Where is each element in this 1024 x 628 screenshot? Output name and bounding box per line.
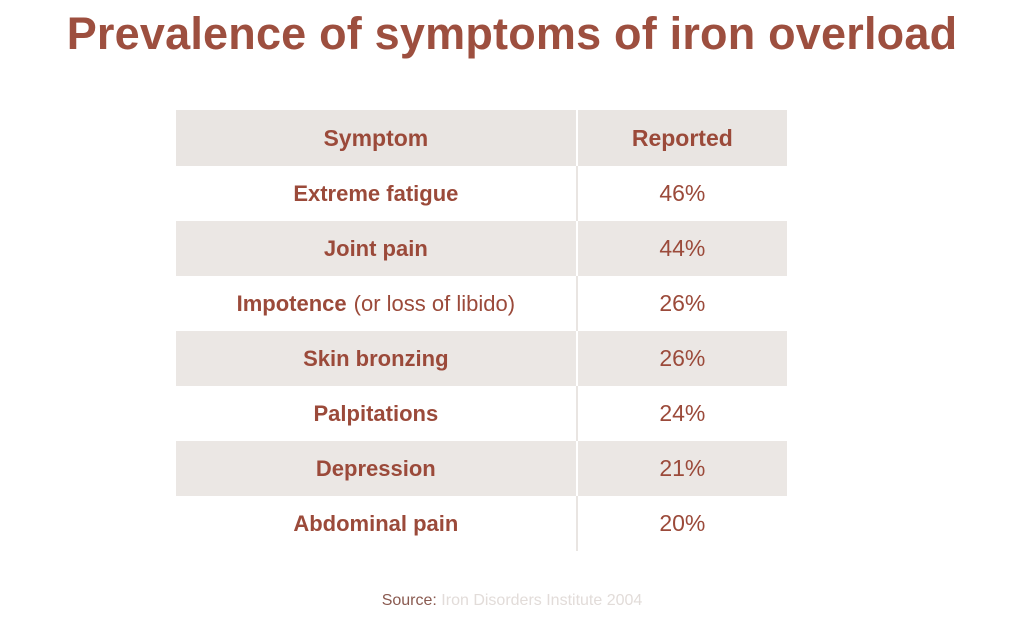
reported-cell: 46%: [575, 166, 787, 221]
table-row: Extreme fatigue 46%: [176, 166, 787, 221]
reported-cell: 24%: [575, 386, 787, 441]
table-row: Depression 21%: [176, 441, 787, 496]
symptom: Skin bronzing: [303, 345, 449, 371]
title: Prevalence of symptoms of iron overload: [66, 8, 958, 59]
source: Source: Iron Disorders Institute 2004: [0, 592, 1024, 610]
symptom: Palpitations: [313, 400, 439, 426]
header-row: Symptom Reported: [176, 110, 787, 166]
reported-cell: 26%: [575, 276, 787, 331]
reported-cell: 26%: [575, 331, 787, 386]
source-label: Source:: [381, 592, 437, 609]
table-row: Impotence (or loss of libido) 26%: [176, 276, 787, 331]
symptom-cell: Depression: [176, 441, 576, 496]
reported-cell: 20%: [575, 496, 787, 551]
symptom-cell: Impotence (or loss of libido): [176, 276, 576, 331]
header-cell: Reported: [575, 110, 787, 166]
symptom: Abdominal pain: [293, 510, 459, 536]
table-row: Palpitations 24%: [176, 386, 787, 441]
table-row: Skin bronzing 26%: [176, 331, 787, 386]
symptom-cell: Joint pain: [176, 221, 576, 276]
reported-cell: 44%: [575, 221, 787, 276]
symptom-cell: Palpitations: [176, 386, 576, 441]
symptom-cell: Skin bronzing: [176, 331, 576, 386]
header-cell: Symptom: [323, 124, 429, 151]
symptom-note: (or loss of libido): [353, 290, 516, 316]
source-text: Iron Disorders Institute 2004: [441, 592, 643, 609]
symptom: Extreme fatigue: [293, 180, 459, 206]
symptom-cell: Extreme fatigue: [176, 166, 576, 221]
table: Symptom Reported Extreme fatigue 46% Joint…: [176, 110, 787, 551]
symptom: Impotence: [236, 290, 347, 316]
reported-cell: 21%: [575, 441, 787, 496]
symptom-cell: Abdominal pain: [176, 496, 576, 551]
table-row: Abdominal pain 20%: [176, 496, 787, 551]
symptom: Depression: [315, 455, 436, 481]
symptom: Joint pain: [323, 235, 428, 261]
table-row: Joint pain 44%: [176, 221, 787, 276]
